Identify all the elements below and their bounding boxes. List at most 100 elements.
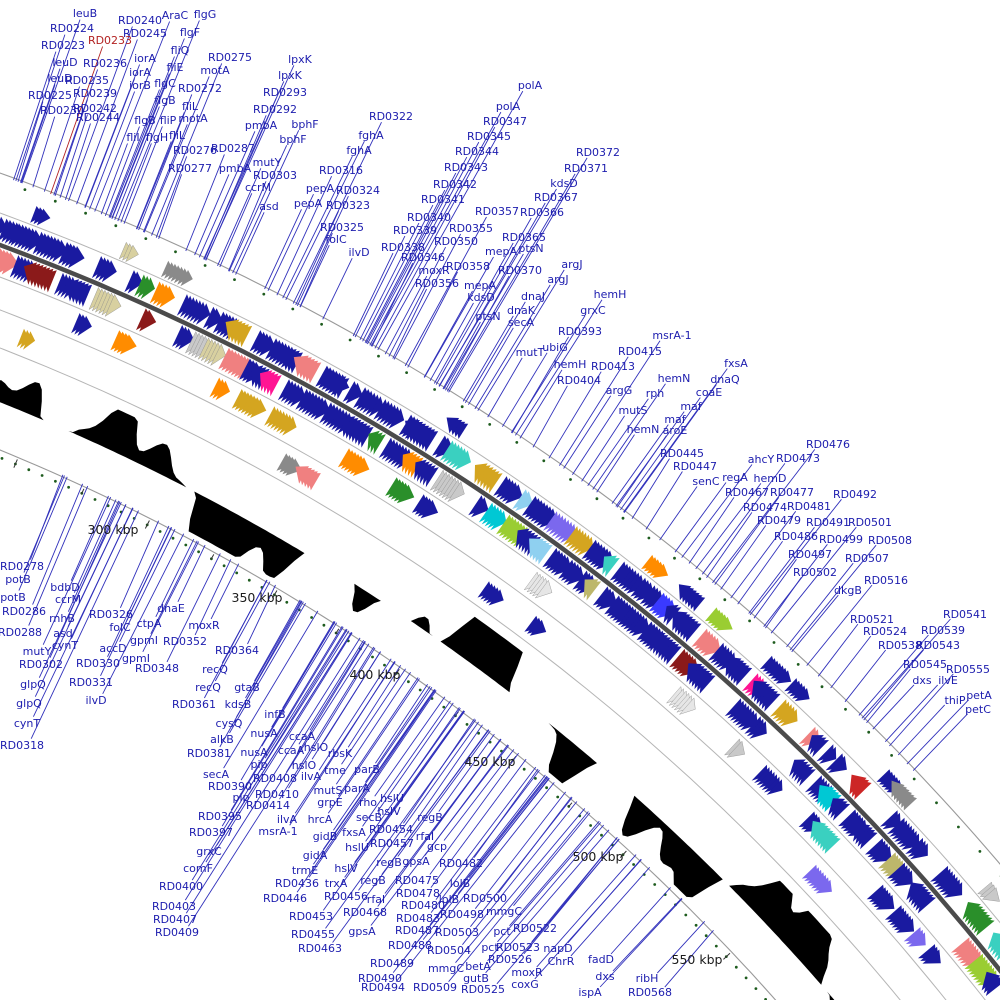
gene-glyph	[860, 831, 878, 850]
gene-label: RD0447	[673, 460, 717, 473]
gene-label: fliE	[167, 61, 184, 74]
gene-glyph	[335, 378, 350, 400]
outer-tick-dot	[569, 478, 572, 481]
gene-glyph	[775, 670, 792, 684]
gene-label: regB	[360, 874, 386, 887]
leader-line	[515, 299, 603, 436]
leader-line	[610, 887, 671, 955]
gene-label: RD0407	[153, 913, 197, 926]
gene-glyph	[384, 441, 401, 462]
leader-line	[470, 797, 573, 927]
leader-line	[155, 156, 188, 238]
gene-glyph	[139, 309, 157, 332]
gene-label: asd	[53, 627, 72, 640]
gene-glyph	[832, 803, 851, 821]
gene-label: mutY	[23, 645, 52, 658]
gene-label: flgB	[134, 114, 155, 127]
leader-line	[17, 101, 44, 182]
gene-label: AraC	[162, 9, 189, 22]
leader-line	[423, 290, 473, 378]
gene-label: secB	[356, 811, 382, 824]
gene-glyph	[560, 523, 576, 544]
gene-glyph	[699, 674, 716, 694]
leader-line	[496, 838, 620, 985]
track-divider-arc	[0, 347, 901, 1000]
gene-label: hemN	[627, 423, 660, 436]
leader-line	[429, 302, 474, 382]
outer-tick-dot	[621, 516, 625, 520]
leader-line	[502, 352, 548, 427]
gene-label: infB	[264, 708, 285, 721]
gene-label: RD0235	[65, 74, 109, 87]
gene-glyph	[824, 835, 841, 854]
gene-glyph	[1, 252, 19, 275]
gene-glyph	[68, 246, 85, 269]
gene-glyph	[352, 457, 370, 477]
gene-glyph	[268, 339, 285, 362]
gene-label: rfaI	[416, 830, 434, 843]
gene-glyph	[545, 513, 562, 533]
leader-line	[166, 553, 221, 663]
gene-label: gidB	[313, 830, 338, 843]
gene-glyph	[652, 563, 669, 578]
gene-glyph	[331, 409, 348, 431]
gene-label: fliL	[182, 100, 199, 113]
ring-arcs	[0, 172, 1000, 1000]
leader-line	[611, 424, 669, 504]
gene-label: argJ	[561, 258, 582, 271]
gene-label: RD0326	[89, 608, 133, 621]
leader-line	[375, 684, 428, 764]
gene-label: RD0233	[88, 34, 132, 47]
leader-line	[254, 599, 301, 682]
gene-label: ilvA	[301, 770, 322, 783]
gene-glyph	[57, 274, 71, 297]
gene-label: aroE	[663, 424, 688, 437]
gene-glyph	[356, 389, 374, 410]
leader-line	[296, 196, 349, 306]
leader-line	[445, 275, 510, 391]
gene-label: RD0414	[246, 799, 290, 812]
gene-glyph	[439, 440, 456, 461]
minor-tick-dot	[40, 474, 44, 477]
scale-tick-mark	[144, 520, 150, 529]
leader-line	[377, 90, 524, 351]
gene-glyph	[360, 427, 374, 448]
leader-line	[102, 533, 185, 695]
gene-glyph	[565, 528, 582, 548]
leader-line	[435, 766, 537, 900]
gene-glyph	[818, 746, 837, 764]
kbp-scale-label: 300 kbp	[88, 522, 139, 537]
leader-line	[194, 559, 232, 636]
gene-glyph	[396, 484, 415, 504]
gene-glyph	[678, 697, 696, 715]
leader-line	[108, 89, 160, 218]
gene-glyph	[279, 414, 294, 434]
gene-glyph	[269, 375, 282, 397]
gene-label: RD0276	[173, 144, 217, 157]
leader-line	[806, 584, 873, 666]
leader-line	[299, 233, 333, 308]
leader-line	[487, 357, 523, 418]
leader-line	[111, 38, 185, 219]
minor-tick-dot	[653, 883, 657, 886]
leader-line	[347, 665, 402, 748]
minor-tick-dot	[704, 934, 708, 938]
leader-line	[151, 63, 223, 236]
gene-label: RD0410	[255, 788, 299, 801]
gene-label: pct	[493, 925, 511, 938]
gene-glyph	[173, 266, 187, 284]
gene-label: RD0400	[159, 880, 203, 893]
gene-label: RD0507	[845, 552, 889, 565]
gene-glyph	[183, 297, 198, 319]
leader-line	[322, 710, 465, 911]
track-5	[16, 328, 832, 894]
outer-tick-dot	[114, 224, 118, 228]
gene-glyph	[379, 402, 396, 424]
leader-line	[142, 541, 200, 653]
gc-skew-area	[0, 380, 835, 1000]
outer-tick-dot	[515, 441, 519, 444]
gene-label: RD0404	[557, 374, 601, 387]
gene-glyph	[896, 918, 915, 933]
leader-line	[235, 212, 265, 275]
